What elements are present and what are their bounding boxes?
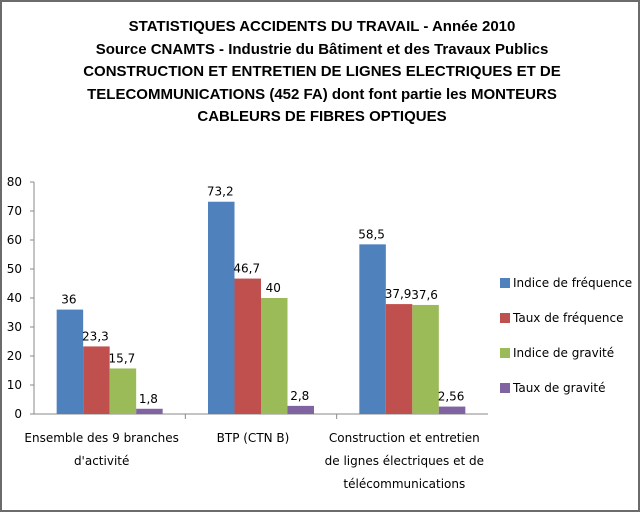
category-label: d'activité [74,454,129,468]
category-label: Ensemble des 9 branches [24,431,179,445]
bar [208,201,235,414]
bar [287,405,314,414]
title-line-4: TELECOMMUNICATIONS (452 FA) dont font pa… [87,85,557,103]
category-label: Construction et entretien [329,431,480,445]
bar [56,309,84,414]
legend-swatch [500,348,510,358]
y-tick-label: 80 [7,175,22,189]
legend-label: Indice de gravité [513,346,614,360]
title-line-2: Source CNAMTS - Industrie du Bâtiment et… [95,40,549,58]
data-label: 36 [61,293,76,307]
y-tick-label: 40 [7,291,22,305]
data-label: 1,8 [139,392,158,406]
legend-label: Taux de gravité [512,381,605,395]
legend-label: Indice de fréquence [513,276,632,290]
category-label: BTP (CTN B) [217,431,290,445]
bar [359,244,386,414]
legend-swatch [500,383,510,393]
title-line-1: STATISTIQUES ACCIDENTS DU TRAVAIL - Anné… [128,18,516,35]
category-label: de lignes électriques et de [325,454,484,468]
legend-label: Taux de fréquence [512,311,624,325]
data-label: 37,6 [411,288,438,302]
bar [109,368,137,414]
y-tick-label: 60 [7,233,22,247]
y-tick-label: 70 [7,204,22,218]
bar [234,278,261,414]
bar [83,346,110,414]
chart-title: STATISTIQUES ACCIDENTS DU TRAVAIL - Anné… [22,16,622,129]
data-label: 15,7 [109,351,136,365]
y-tick-label: 0 [14,407,22,421]
y-tick-label: 50 [7,262,22,276]
y-tick-label: 30 [7,320,22,334]
bar [261,298,288,414]
data-label: 46,7 [233,262,260,276]
legend-swatch [500,313,510,323]
bar [438,406,466,414]
title-line-3: CONSTRUCTION ET ENTRETIEN DE LIGNES ELEC… [83,63,561,80]
data-label: 40 [266,281,281,295]
bar [412,304,439,414]
legend-swatch [500,278,510,288]
y-tick-label: 10 [7,378,22,392]
y-tick-label: 20 [7,349,22,363]
data-label: 73,2 [207,185,234,199]
data-label: 58,5 [358,227,385,241]
title-line-5: CABLEURS DE FIBRES OPTIQUES [197,108,447,125]
bar [385,304,413,414]
bar [136,408,163,414]
category-label: télécommunications [343,477,465,491]
data-label: 2,56 [438,390,465,404]
data-label: 37,9 [385,287,412,301]
data-label: 23,3 [82,329,109,343]
data-label: 2,8 [290,389,309,403]
